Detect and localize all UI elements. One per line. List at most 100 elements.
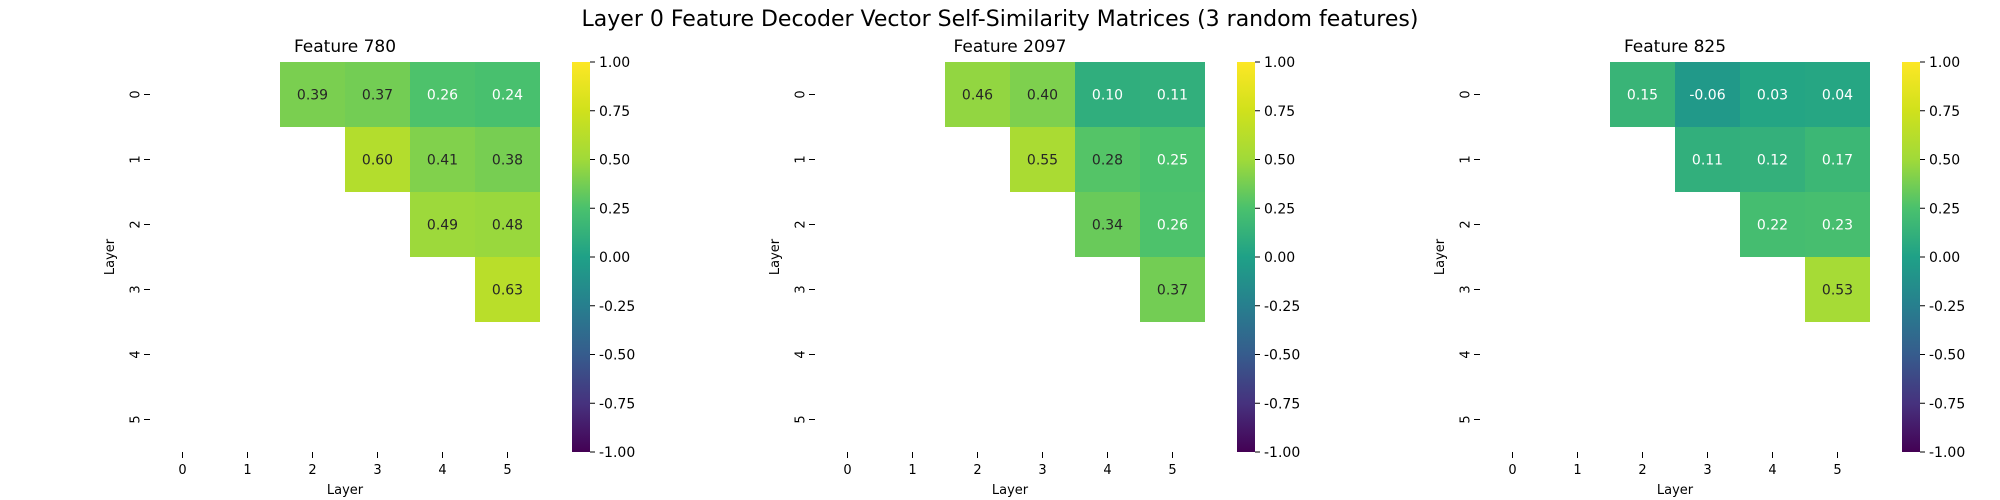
colorbar-tick-label: 0.75 bbox=[1929, 104, 1960, 120]
x-axis-label: Layer bbox=[327, 483, 364, 498]
figure-title: Layer 0 Feature Decoder Vector Self-Simi… bbox=[582, 7, 1419, 32]
y-tick-label: 2 bbox=[129, 220, 144, 228]
heatmap-cell bbox=[1140, 62, 1205, 127]
heatmap-cell bbox=[410, 127, 475, 192]
colorbar-tick-label: 0.00 bbox=[599, 250, 630, 266]
heatmap-cell bbox=[410, 192, 475, 257]
heatmap-cell bbox=[345, 127, 410, 192]
colorbar-tick-label: 0.75 bbox=[1264, 104, 1295, 120]
cell-annotation: 0.60 bbox=[362, 153, 393, 169]
colorbar-tick-label: 1.00 bbox=[1264, 55, 1295, 71]
cell-annotation: 0.15 bbox=[1627, 88, 1658, 104]
colorbar-tick-label: -0.50 bbox=[599, 348, 635, 364]
heatmap-cell bbox=[1610, 62, 1675, 127]
colorbar-tick-label: 0.25 bbox=[1929, 201, 1960, 217]
colorbar-tick-label: -0.50 bbox=[1264, 348, 1300, 364]
cell-annotation: -0.06 bbox=[1689, 88, 1725, 104]
x-tick-label: 3 bbox=[1038, 463, 1046, 478]
y-tick-label: 4 bbox=[794, 350, 809, 358]
colorbar-tick-label: 1.00 bbox=[1929, 55, 1960, 71]
y-tick-label: 4 bbox=[1459, 350, 1474, 358]
y-tick-label: 0 bbox=[129, 90, 144, 98]
x-tick-label: 4 bbox=[438, 463, 446, 478]
x-tick-label: 0 bbox=[843, 463, 851, 478]
x-axis-label: Layer bbox=[992, 483, 1029, 498]
cell-annotation: 0.55 bbox=[1027, 153, 1058, 169]
colorbar-tick-label: -0.25 bbox=[1929, 299, 1965, 315]
colorbar-tick-label: -0.50 bbox=[1929, 348, 1965, 364]
x-tick-label: 1 bbox=[1573, 463, 1581, 478]
colorbar-tick-label: -0.75 bbox=[599, 396, 635, 412]
heatmap-cell bbox=[280, 62, 345, 127]
heatmap-cell bbox=[1075, 127, 1140, 192]
colorbar-tick-label: -0.25 bbox=[599, 299, 635, 315]
heatmap-panel-1: Feature 2097 0.46 0.40 0.10 0.11 0.55 0.28 0.25… bbox=[768, 37, 1300, 498]
heatmap-cell bbox=[1675, 127, 1740, 192]
cell-annotation: 0.03 bbox=[1757, 88, 1788, 104]
x-axis-label: Layer bbox=[1657, 483, 1694, 498]
x-tick-label: 0 bbox=[1508, 463, 1516, 478]
heatmap-cell bbox=[1140, 192, 1205, 257]
colorbar-tick-label: 0.50 bbox=[599, 153, 630, 169]
panel-title: Feature 780 bbox=[294, 37, 396, 57]
colorbar-tick-label: 0.50 bbox=[1264, 153, 1295, 169]
colorbar-tick-label: 0.00 bbox=[1264, 250, 1295, 266]
x-tick-label: 0 bbox=[178, 463, 186, 478]
heatmap-cell bbox=[1805, 192, 1870, 257]
heatmap-panels: Feature 780 0.39 0.37 0.26 0.24 0.60 0.41 0.38 0… bbox=[103, 37, 1965, 498]
cell-annotation: 0.38 bbox=[492, 153, 523, 169]
y-tick-label: 5 bbox=[129, 415, 144, 423]
heatmap-cell bbox=[1740, 192, 1805, 257]
cell-annotation: 0.11 bbox=[1692, 153, 1723, 169]
y-axis-label: Layer bbox=[103, 238, 118, 275]
heatmap-cell bbox=[1010, 127, 1075, 192]
cell-annotation: 0.10 bbox=[1092, 88, 1123, 104]
cell-annotation: 0.39 bbox=[297, 88, 328, 104]
y-axis-label: Layer bbox=[768, 238, 783, 275]
y-axis-label: Layer bbox=[1433, 238, 1448, 275]
cell-annotation: 0.04 bbox=[1822, 88, 1853, 104]
y-tick-label: 1 bbox=[1459, 155, 1474, 163]
y-tick-label: 5 bbox=[794, 415, 809, 423]
x-tick-label: 1 bbox=[908, 463, 916, 478]
heatmap-cell bbox=[410, 62, 475, 127]
cell-annotation: 0.25 bbox=[1157, 153, 1188, 169]
cell-annotation: 0.22 bbox=[1757, 218, 1788, 234]
colorbar-tick-label: 0.25 bbox=[599, 201, 630, 217]
colorbar-tick-label: -1.00 bbox=[1929, 445, 1965, 461]
colorbar-tick-label: 0.75 bbox=[599, 104, 630, 120]
heatmap-cell bbox=[1075, 192, 1140, 257]
cell-annotation: 0.17 bbox=[1822, 153, 1853, 169]
heatmap-cell bbox=[945, 62, 1010, 127]
heatmap-cell bbox=[1740, 127, 1805, 192]
y-tick-label: 5 bbox=[1459, 415, 1474, 423]
cell-annotation: 0.34 bbox=[1092, 218, 1123, 234]
cell-annotation: 0.53 bbox=[1822, 283, 1853, 299]
x-tick-label: 4 bbox=[1768, 463, 1776, 478]
cell-annotation: 0.37 bbox=[1157, 283, 1188, 299]
y-tick-label: 2 bbox=[1459, 220, 1474, 228]
heatmap-cell bbox=[1140, 127, 1205, 192]
x-tick-label: 5 bbox=[1168, 463, 1176, 478]
heatmap-cell bbox=[475, 62, 540, 127]
heatmap-cell bbox=[1740, 62, 1805, 127]
cell-annotation: 0.46 bbox=[962, 88, 993, 104]
y-tick-label: 0 bbox=[1459, 90, 1474, 98]
cell-annotation: 0.26 bbox=[427, 88, 458, 104]
cell-annotation: 0.41 bbox=[427, 153, 458, 169]
y-tick-label: 1 bbox=[794, 155, 809, 163]
y-tick-label: 3 bbox=[129, 285, 144, 293]
colorbar-tick-label: -0.75 bbox=[1929, 396, 1965, 412]
colorbar bbox=[1237, 62, 1255, 452]
x-tick-label: 2 bbox=[1638, 463, 1646, 478]
heatmap-cell bbox=[1140, 257, 1205, 322]
cell-annotation: 0.37 bbox=[362, 88, 393, 104]
cell-annotation: 0.40 bbox=[1027, 88, 1058, 104]
cell-annotation: 0.23 bbox=[1822, 218, 1853, 234]
x-tick-label: 5 bbox=[503, 463, 511, 478]
x-tick-label: 4 bbox=[1103, 463, 1111, 478]
panel-title: Feature 2097 bbox=[954, 37, 1067, 57]
y-tick-label: 1 bbox=[129, 155, 144, 163]
cell-annotation: 0.49 bbox=[427, 218, 458, 234]
